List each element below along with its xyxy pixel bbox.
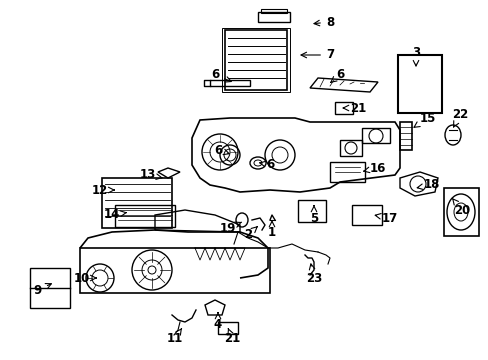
Text: 11: 11 <box>166 329 183 345</box>
Text: 6: 6 <box>259 158 274 171</box>
Text: 13: 13 <box>140 168 162 181</box>
Text: 21: 21 <box>224 329 240 345</box>
Text: 19: 19 <box>220 221 241 234</box>
Text: 18: 18 <box>416 179 439 192</box>
Bar <box>261 9 286 13</box>
Bar <box>399 122 411 150</box>
Text: 9: 9 <box>34 284 51 297</box>
Text: 20: 20 <box>451 198 469 216</box>
Text: 6: 6 <box>330 68 344 82</box>
Text: 1: 1 <box>267 221 276 238</box>
Bar <box>218 322 238 334</box>
Text: 16: 16 <box>363 162 386 175</box>
Bar <box>361 128 389 143</box>
Bar <box>258 12 289 22</box>
Bar <box>443 188 478 236</box>
Text: 15: 15 <box>413 112 435 127</box>
Bar <box>209 80 249 86</box>
Bar <box>334 102 352 114</box>
Text: 7: 7 <box>301 49 333 62</box>
Text: 21: 21 <box>343 102 366 114</box>
Bar <box>30 268 70 308</box>
Text: 6: 6 <box>210 68 231 82</box>
Bar <box>351 205 381 225</box>
Text: 14: 14 <box>103 208 126 221</box>
Text: 3: 3 <box>411 45 419 66</box>
Text: 23: 23 <box>305 264 322 284</box>
Bar <box>329 162 364 182</box>
Text: 2: 2 <box>244 227 257 242</box>
Text: 12: 12 <box>92 184 114 197</box>
Bar <box>222 28 289 92</box>
Bar <box>102 178 172 228</box>
Bar <box>297 200 325 222</box>
Text: 5: 5 <box>309 206 318 225</box>
Text: 4: 4 <box>213 313 222 332</box>
Text: 10: 10 <box>74 271 96 284</box>
Text: 22: 22 <box>451 108 467 127</box>
Bar <box>339 140 361 156</box>
Bar <box>224 30 286 90</box>
Bar <box>115 205 175 227</box>
Text: 8: 8 <box>313 15 333 28</box>
Text: 6: 6 <box>213 144 229 157</box>
Bar <box>80 248 269 293</box>
Bar <box>397 55 441 113</box>
Text: 17: 17 <box>374 211 397 225</box>
